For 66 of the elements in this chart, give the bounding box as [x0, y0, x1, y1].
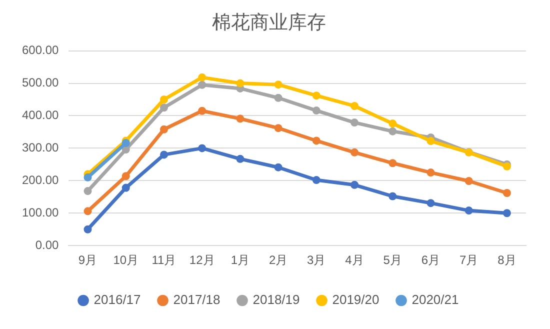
point: [160, 104, 168, 112]
point: [274, 94, 282, 102]
point: [388, 120, 397, 128]
point: [84, 207, 92, 216]
y-tick-label: 100.00: [22, 205, 60, 220]
point: [198, 80, 206, 89]
y-tick-label: 600.00: [22, 43, 60, 58]
point: [84, 187, 92, 196]
x-tick-label: 3月: [307, 253, 326, 268]
x-tick-label: 7月: [459, 253, 478, 268]
point: [274, 80, 282, 89]
x-tick-label: 1月: [230, 253, 250, 268]
x-tick-label: 11月: [152, 253, 176, 268]
point: [312, 92, 320, 100]
y-tick-label: 500.00: [22, 76, 60, 90]
y-tick-label: 300.00: [22, 140, 60, 155]
point: [122, 172, 130, 180]
point: [236, 154, 244, 163]
point: [236, 79, 244, 88]
point: [426, 168, 435, 177]
y-tick-label: 200.00: [22, 172, 60, 187]
legend-label: 2019/20: [332, 292, 380, 308]
point: [312, 106, 320, 115]
point: [388, 192, 397, 200]
point: [350, 118, 359, 127]
point: [198, 144, 206, 152]
x-tick-label: 9月: [78, 253, 98, 268]
point: [312, 176, 320, 184]
point: [426, 199, 435, 208]
legend-label: 2020/21: [412, 292, 459, 308]
point: [160, 150, 168, 159]
point: [274, 124, 282, 132]
point: [274, 163, 282, 172]
point: [350, 102, 359, 110]
point: [464, 206, 473, 215]
point: [160, 125, 168, 134]
point: [84, 173, 92, 182]
x-tick-label: 5月: [383, 253, 402, 268]
point: [350, 148, 359, 156]
point: [426, 137, 435, 146]
x-tick-label: 2月: [268, 253, 288, 268]
point: [502, 189, 511, 198]
legend-label: 2016/17: [94, 292, 141, 308]
y-tick-label: 400.00: [22, 108, 60, 122]
x-tick-label: 6月: [421, 253, 440, 268]
x-tick-label: 4月: [345, 253, 364, 268]
point: [198, 73, 206, 82]
point: [84, 225, 92, 234]
point: [122, 139, 130, 148]
legend-label: 2018/19: [252, 292, 300, 308]
x-tick-label: 12月: [189, 253, 215, 268]
point: [312, 136, 320, 145]
point: [502, 209, 511, 218]
x-tick-label: 10月: [113, 253, 139, 268]
point: [122, 184, 130, 192]
legend-label: 2017/18: [173, 292, 220, 308]
point: [198, 106, 206, 115]
point: [160, 96, 168, 104]
chart-title: 棉花商业库存: [212, 12, 326, 34]
point: [236, 114, 244, 123]
point: [464, 176, 473, 185]
x-tick-label: 8月: [498, 253, 516, 268]
point: [388, 159, 397, 168]
y-tick-label: 0.00: [35, 238, 60, 252]
point: [388, 127, 397, 136]
point: [350, 180, 359, 189]
